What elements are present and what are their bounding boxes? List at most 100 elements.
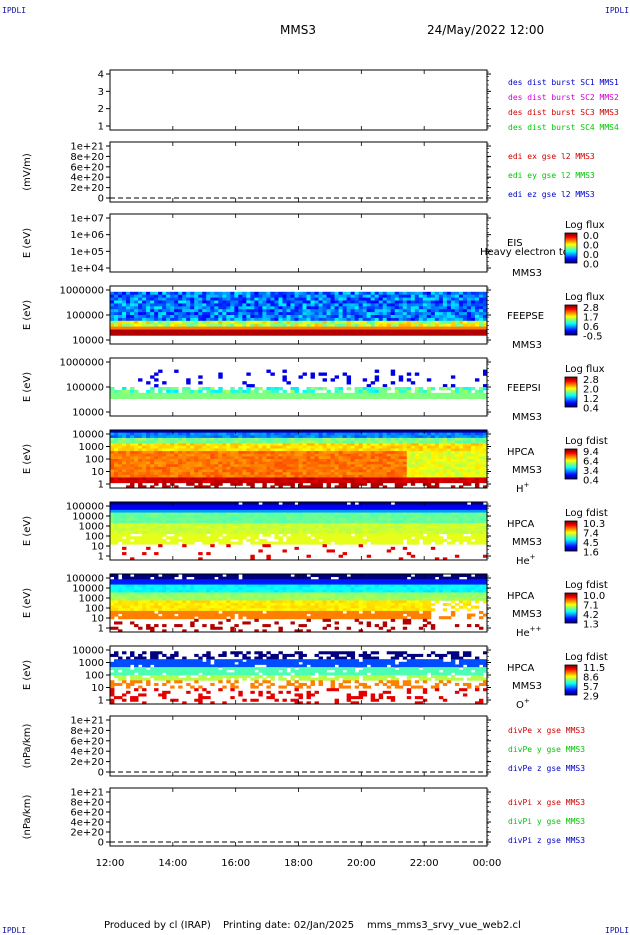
- ylabel-p3: E (eV): [22, 228, 33, 258]
- spectrogram-p5: [110, 370, 487, 399]
- ytick-label-p5: 100000: [66, 383, 104, 394]
- instrument-label-p5: FEEPSI: [507, 383, 541, 394]
- ytick-label-p9: 100: [85, 671, 104, 682]
- instrument-label-p7: HPCA: [507, 519, 535, 530]
- legend-entry-p10: divPe z gse MMS3: [508, 764, 585, 773]
- legend-entry-p1: des dist burst SC1 MMS1: [508, 78, 619, 87]
- colorbar-tick-p5: 0.4: [583, 404, 599, 415]
- ylabel-p7: E (eV): [22, 516, 33, 546]
- ytick-label-p7: 1: [98, 552, 104, 563]
- ytick-label-p5: 10000: [72, 408, 104, 419]
- ytick-label-p9: 1: [98, 696, 104, 707]
- ytick-label-p4: 1000000: [59, 286, 104, 297]
- colorbar-title-p4: Log flux: [565, 292, 605, 303]
- ylabel-p9: E (eV): [22, 660, 33, 690]
- legend-entry-p2: edi ey gse l2 MMS3: [508, 171, 595, 180]
- spectrogram-p4: [110, 292, 487, 336]
- ytick-label-p10: 4e+20: [70, 747, 104, 758]
- ytick-label-p3: 1e+04: [70, 264, 104, 275]
- colorbar-tick-p9: 2.9: [583, 692, 599, 703]
- ylabel-p4: E (eV): [22, 300, 33, 330]
- plot-frame-p3: [110, 214, 487, 272]
- legend-entry-p1: des dist burst SC3 MMS3: [508, 108, 619, 117]
- colorbar-title-p5: Log flux: [565, 364, 605, 375]
- ytick-label-p1: 4: [98, 70, 104, 81]
- ylabel-p5: E (eV): [22, 372, 33, 402]
- species-label-p9: O+: [516, 697, 530, 711]
- colorbar-title-p8: Log fdist: [565, 580, 608, 591]
- panel-p10: 1e+218e+206e+204e+202e+200(nPa/km)divPe …: [22, 716, 585, 779]
- instrument-label-p4: FEEPSE: [507, 311, 544, 322]
- ytick-label-p9: 1000: [79, 658, 104, 669]
- time-tick-label: 18:00: [284, 858, 313, 869]
- ylabel-p2: (mV/m): [22, 153, 33, 191]
- ytick-label-p2: 2e+20: [70, 183, 104, 194]
- time-tick-label: 14:00: [158, 858, 187, 869]
- legend-entry-p2: edi ez gse l2 MMS3: [508, 190, 595, 199]
- time-tick-label: 12:00: [96, 858, 125, 869]
- ytick-label-p6: 100: [85, 455, 104, 466]
- plot-frame-p11: [110, 788, 487, 846]
- footer-produced: Produced by cl (IRAP): [104, 920, 211, 931]
- ytick-label-p4: 100000: [66, 311, 104, 322]
- footer-printing-date: Printing date: 02/Jan/2025: [223, 920, 354, 931]
- ytick-label-p2: 0: [98, 194, 104, 205]
- colorbar-tick-p3: 0.0: [583, 260, 599, 271]
- legend-entry-p2: edi ex gse l2 MMS3: [508, 152, 595, 161]
- overlay-label-p3: Heavy electron to: [480, 247, 569, 258]
- legend-entry-p11: divPi x gse MMS3: [508, 798, 585, 807]
- spacecraft-label-p3: MMS3: [512, 268, 542, 279]
- ytick-label-p6: 1: [98, 480, 104, 491]
- spacecraft-label-p9: MMS3: [512, 681, 542, 692]
- colorbar-title-p6: Log fdist: [565, 436, 608, 447]
- instrument-label-p9: HPCA: [507, 663, 535, 674]
- spacecraft-label-p8: MMS3: [512, 609, 542, 620]
- spectrogram-p6: [110, 430, 487, 488]
- ytick-label-p9: 10: [91, 683, 104, 694]
- colorbar-tick-p4: -0.5: [583, 332, 603, 343]
- time-tick-label: 22:00: [410, 858, 439, 869]
- legend-entry-p1: des dist burst SC2 MMS2: [508, 93, 619, 102]
- species-label-p6: H+: [516, 481, 530, 495]
- legend-entry-p10: divPe y gse MMS3: [508, 745, 585, 754]
- ytick-label-p1: 3: [98, 87, 104, 98]
- ytick-label-p6: 10000: [72, 430, 104, 441]
- ytick-label-p1: 1: [98, 122, 104, 133]
- ytick-label-p10: 2e+20: [70, 757, 104, 768]
- spacecraft-label-p5: MMS3: [512, 412, 542, 423]
- ytick-label-p3: 1e+05: [70, 247, 104, 258]
- time-tick-label: 00:00: [473, 858, 502, 869]
- spectrogram-p8: [110, 574, 487, 632]
- legend-entry-p11: divPi y gse MMS3: [508, 817, 585, 826]
- species-label-p7: He+: [516, 553, 536, 567]
- ytick-label-p10: 0: [98, 768, 104, 779]
- colorbar-title-p7: Log fdist: [565, 508, 608, 519]
- time-tick-label: 20:00: [347, 858, 376, 869]
- time-tick-label: 16:00: [221, 858, 250, 869]
- ytick-label-p2: 8e+20: [70, 152, 104, 163]
- legend-entry-p11: divPi z gse MMS3: [508, 836, 585, 845]
- ytick-label-p2: 1e+21: [70, 142, 104, 153]
- ytick-label-p2: 6e+20: [70, 162, 104, 173]
- plot-frame-p1: [110, 70, 487, 130]
- spacecraft-label-p6: MMS3: [512, 465, 542, 476]
- ylabel-p11: (nPa/km): [22, 795, 33, 840]
- ytick-label-p8: 1: [98, 624, 104, 635]
- spectrogram-p9: [110, 651, 487, 704]
- spacecraft-label-p7: MMS3: [512, 537, 542, 548]
- panel-p5: 1000000 100000 10000 E (eV) FEEPSI MMS3 Log fl…: [22, 358, 605, 424]
- ytick-label-p3: 1e+06: [70, 230, 104, 241]
- spacecraft-label-p4: MMS3: [512, 340, 542, 351]
- instrument-label-p6: HPCA: [507, 447, 535, 458]
- plot-frame-p2: [110, 142, 487, 202]
- ytick-label-p2: 4e+20: [70, 173, 104, 184]
- ytick-label-p5: 1000000: [59, 358, 104, 369]
- colorbar-tick-p7: 1.6: [583, 548, 599, 559]
- legend-entry-p1: des dist burst SC4 MMS4: [508, 123, 619, 132]
- ytick-label-p10: 6e+20: [70, 736, 104, 747]
- colorbar-title-p9: Log fdist: [565, 652, 608, 663]
- colorbar-title-p3: Log flux: [565, 220, 605, 231]
